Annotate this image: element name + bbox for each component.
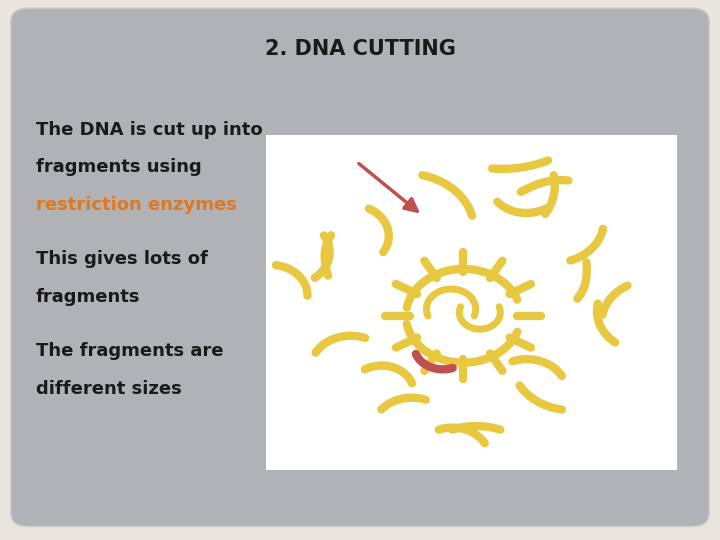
Text: The DNA is cut up into: The DNA is cut up into <box>36 120 263 139</box>
Text: The fragments are: The fragments are <box>36 342 223 360</box>
FancyBboxPatch shape <box>266 135 677 470</box>
Text: fragments: fragments <box>36 288 140 306</box>
FancyBboxPatch shape <box>11 8 709 526</box>
Text: fragments using: fragments using <box>36 158 202 177</box>
Text: different sizes: different sizes <box>36 380 181 398</box>
Text: restriction enzymes: restriction enzymes <box>36 196 237 214</box>
Text: 2. DNA CUTTING: 2. DNA CUTTING <box>264 38 456 59</box>
Text: This gives lots of: This gives lots of <box>36 250 208 268</box>
